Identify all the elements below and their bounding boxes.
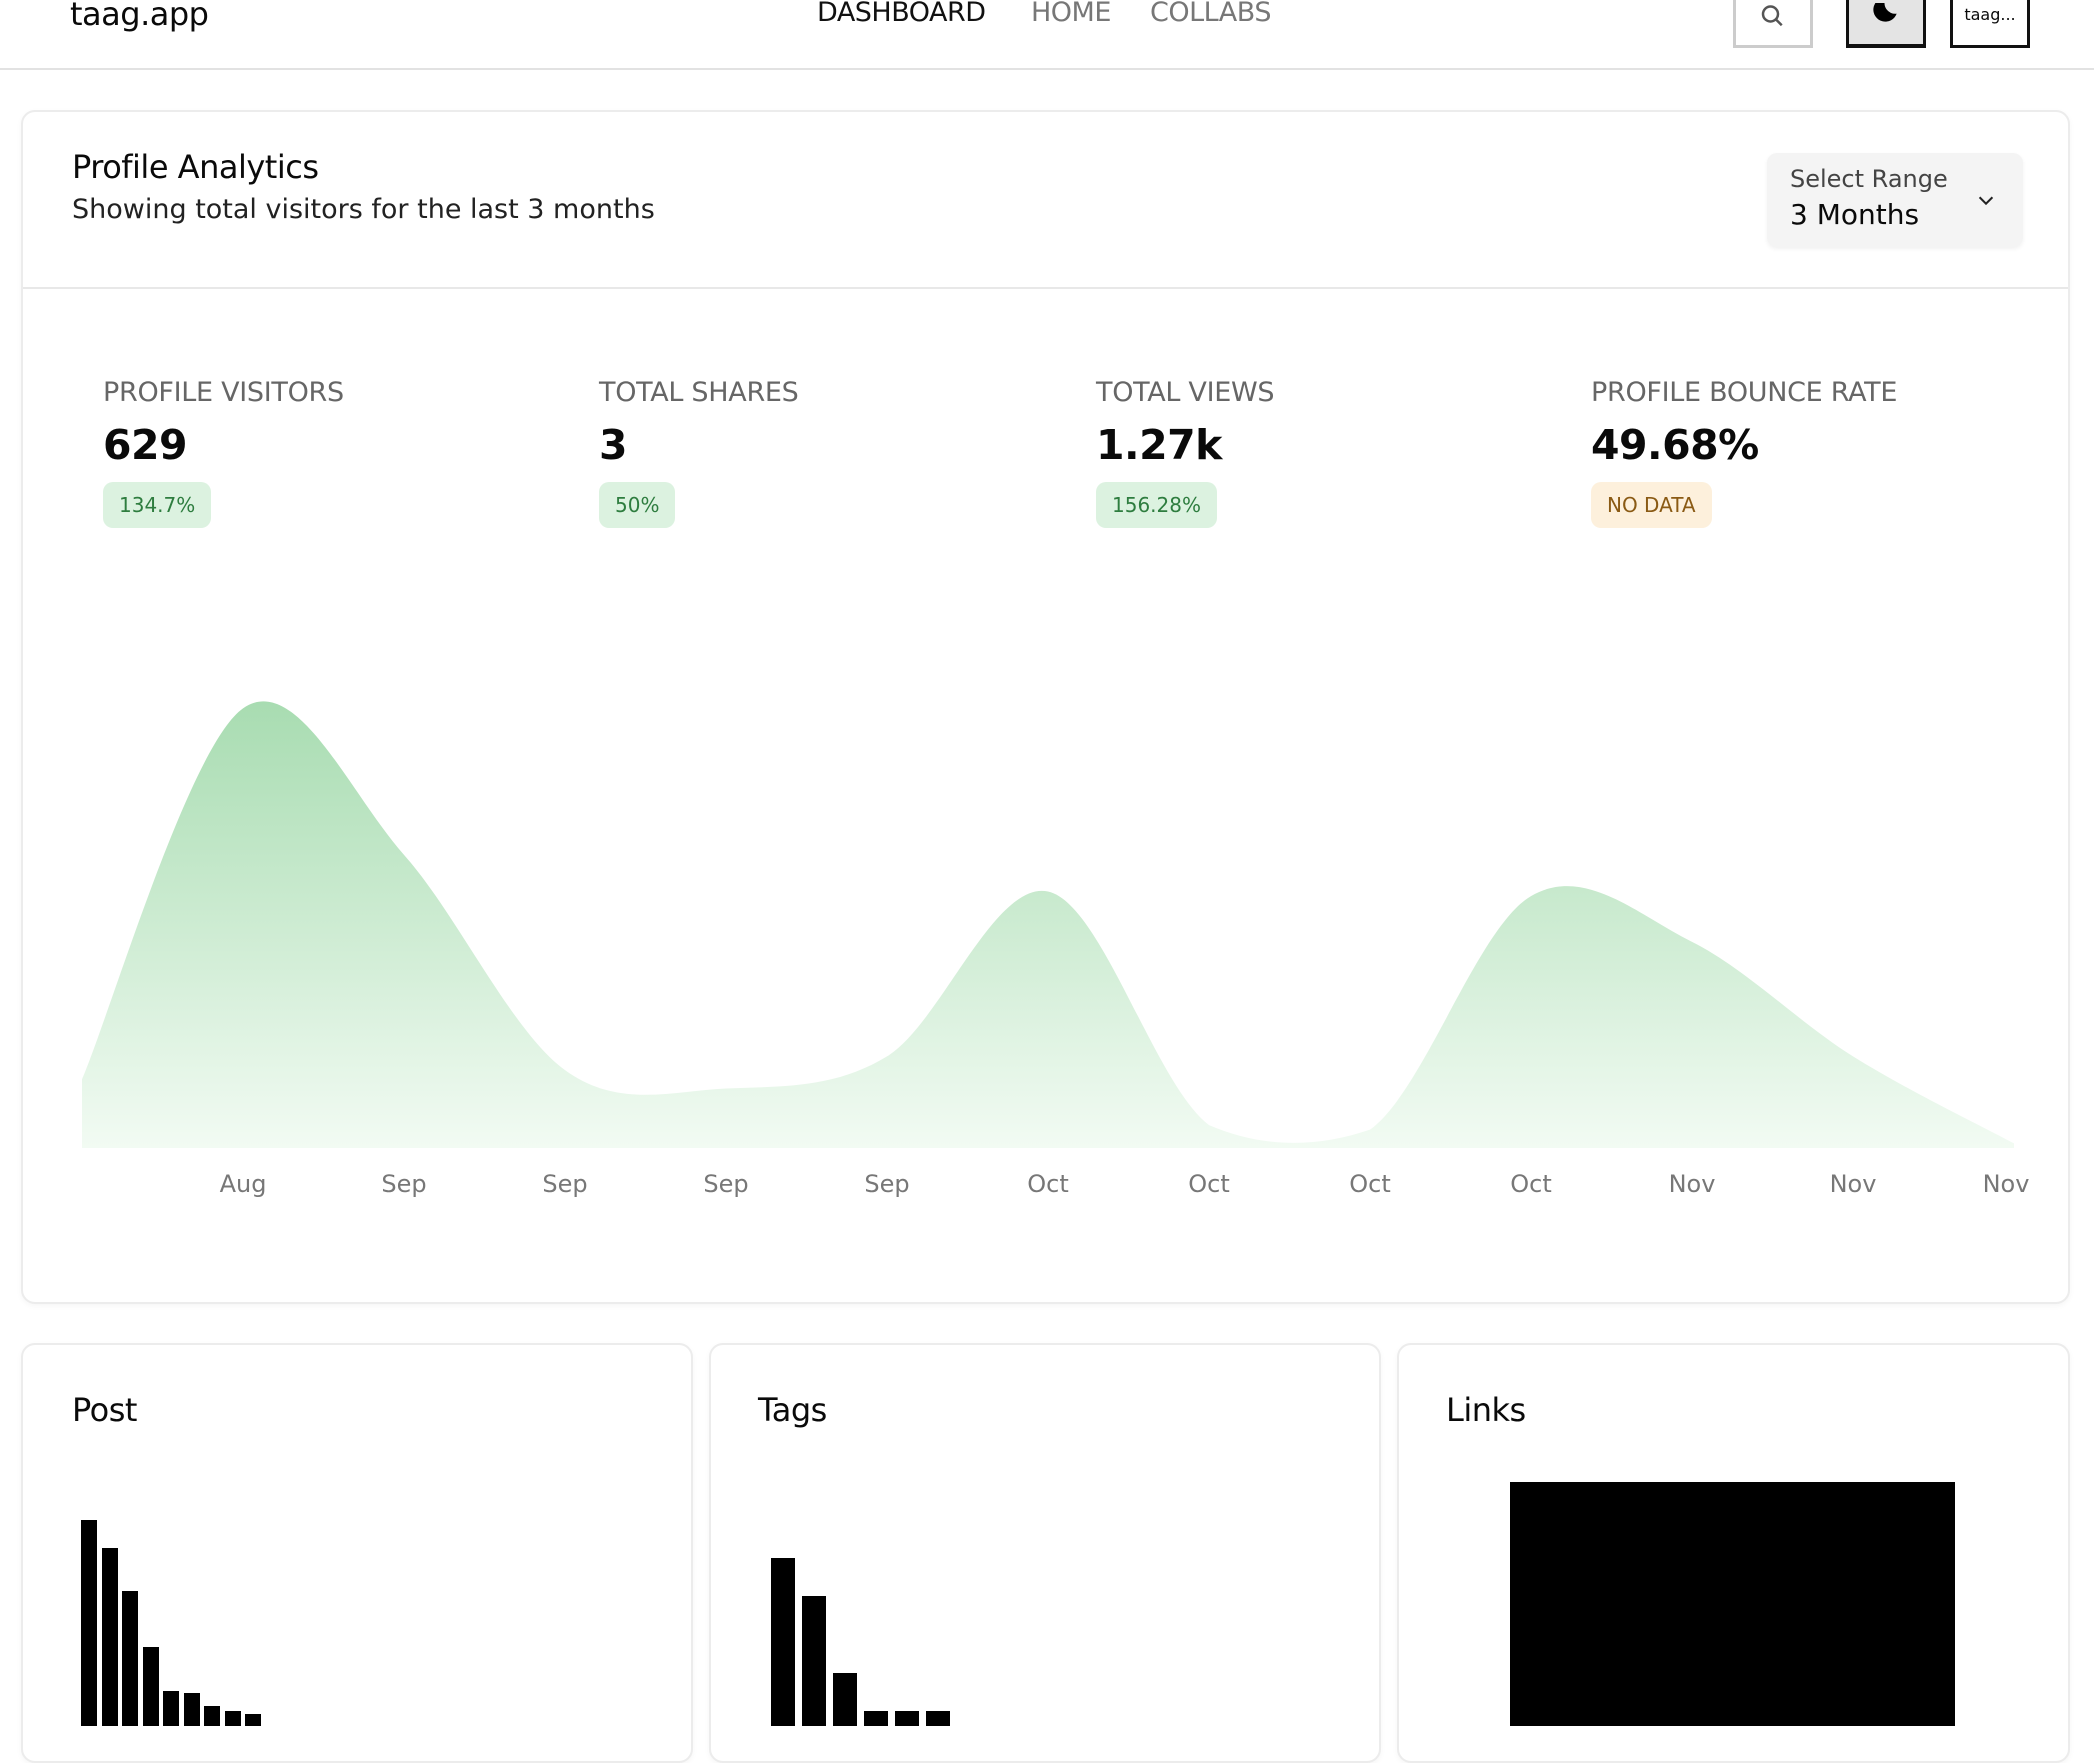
- visitors-area: [82, 701, 2014, 1148]
- x-axis-label: Sep: [542, 1170, 588, 1198]
- x-axis-label: Oct: [1027, 1170, 1069, 1198]
- x-axis-label: Nov: [1829, 1170, 1877, 1198]
- tags-bar: [833, 1673, 857, 1726]
- range-select-value: 3 Months: [1790, 198, 1920, 231]
- stat-badge: 134.7%: [103, 482, 212, 528]
- x-axis-label: Sep: [703, 1170, 749, 1198]
- visitors-area-chart: [82, 701, 2014, 1148]
- post-bar: [81, 1520, 97, 1726]
- x-axis-label: Sep: [864, 1170, 910, 1198]
- theme-toggle-button[interactable]: [1846, 0, 1926, 48]
- stat-value: 629: [103, 421, 188, 469]
- x-axis-label: Aug: [219, 1170, 267, 1198]
- stat-value: 49.68%: [1591, 421, 1759, 469]
- stat-badge: 156.28%: [1096, 482, 1217, 528]
- x-axis-label: Nov: [1982, 1170, 2030, 1198]
- links-bar: [1510, 1482, 1955, 1726]
- nav-dashboard[interactable]: DASHBOARD: [817, 0, 986, 28]
- range-select[interactable]: Select Range 3 Months: [1767, 153, 2023, 247]
- stat-label: PROFILE VISITORS: [103, 377, 344, 408]
- avatar-text: taag...: [1964, 5, 2016, 24]
- chevron-down-icon: [1978, 196, 1994, 206]
- x-axis-label: Oct: [1349, 1170, 1391, 1198]
- tags-bar: [895, 1711, 919, 1726]
- x-axis-label: Nov: [1668, 1170, 1716, 1198]
- moon-icon: [1873, 2, 1897, 22]
- search-button[interactable]: [1733, 0, 1813, 48]
- tags-bar: [802, 1596, 826, 1726]
- x-axis-label: Sep: [381, 1170, 427, 1198]
- post-bar: [122, 1591, 138, 1726]
- tags-bar: [771, 1558, 795, 1726]
- nav-collabs[interactable]: COLLABS: [1150, 0, 1271, 28]
- stat-label: TOTAL VIEWS: [1096, 377, 1275, 408]
- tags-bar: [926, 1711, 950, 1726]
- stat-badge: 50%: [599, 482, 676, 528]
- stat-label: TOTAL SHARES: [599, 377, 799, 408]
- range-select-label: Select Range: [1790, 165, 1948, 193]
- post-bar: [101, 1548, 118, 1726]
- top-nav-bar: taag.app DASHBOARD HOME COLLABS taag...: [0, 0, 2094, 70]
- post-bar: [163, 1691, 179, 1726]
- x-axis-label: Oct: [1510, 1170, 1552, 1198]
- stat-value: 3: [599, 421, 628, 469]
- card-subtitle: Showing total visitors for the last 3 mo…: [72, 194, 655, 225]
- post-title: Post: [72, 1391, 137, 1429]
- divider: [23, 287, 2068, 289]
- tags-bar: [864, 1711, 888, 1726]
- avatar[interactable]: taag...: [1950, 0, 2030, 48]
- x-axis-label: Oct: [1188, 1170, 1230, 1198]
- post-bar: [224, 1711, 241, 1726]
- post-bar: [142, 1647, 159, 1726]
- post-bar: [204, 1706, 220, 1726]
- nav-home[interactable]: HOME: [1031, 0, 1111, 28]
- search-icon: [1761, 5, 1783, 27]
- stat-label: PROFILE BOUNCE RATE: [1591, 377, 1898, 408]
- stat-badge: NO DATA: [1591, 482, 1712, 528]
- logo[interactable]: taag.app: [70, 0, 209, 33]
- links-title: Links: [1446, 1391, 1526, 1429]
- stat-value: 1.27k: [1096, 421, 1222, 469]
- post-bar: [183, 1693, 200, 1726]
- tags-title: Tags: [758, 1391, 827, 1429]
- profile-analytics-card: Profile Analytics Showing total visitors…: [21, 110, 2070, 1304]
- card-title: Profile Analytics: [72, 148, 319, 186]
